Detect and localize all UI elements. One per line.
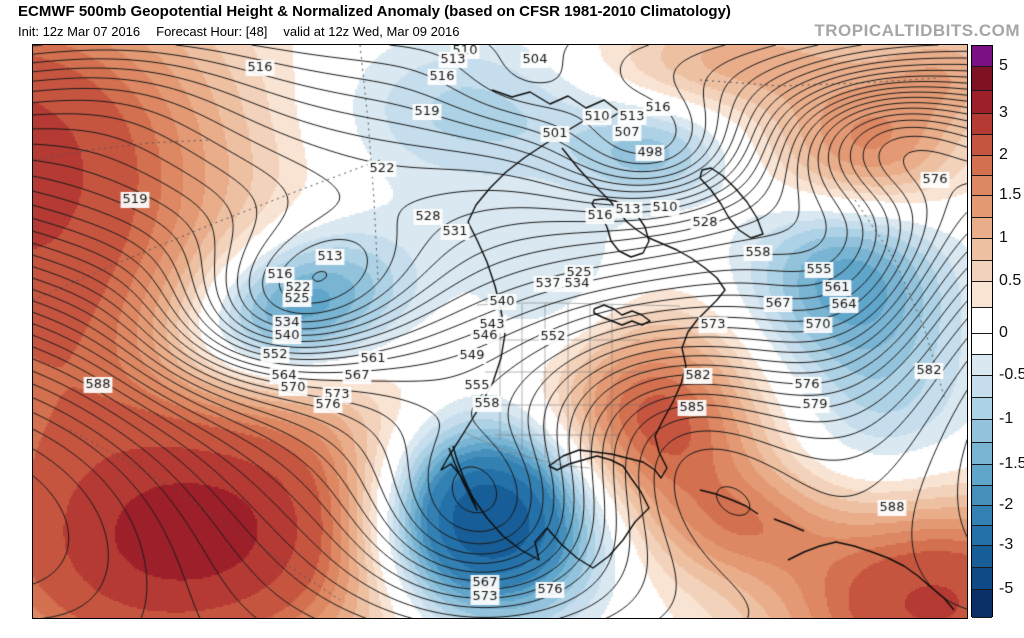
colorbar-segment <box>972 376 992 398</box>
colorbar-segment <box>972 355 992 376</box>
colorbar-tick: 5 <box>999 57 1008 74</box>
colorbar-segment <box>972 546 992 568</box>
colorbar-segment <box>972 442 992 465</box>
colorbar-segment <box>972 217 992 239</box>
colorbar-tick: 1.5 <box>999 186 1022 203</box>
init-info: Init: 12z Mar 07 2016 Forecast Hour: [48]… <box>18 24 476 39</box>
colorbar-tick: -3 <box>999 536 1014 553</box>
colorbar-segment <box>972 334 992 355</box>
colorbar-segment <box>972 526 992 546</box>
colorbar-segment <box>972 485 992 506</box>
colorbar-tick: -2 <box>999 496 1014 513</box>
colorbar-segment <box>972 114 992 135</box>
chart-title: ECMWF 500mb Geopotential Height & Normal… <box>18 3 731 20</box>
colorbar-segment <box>972 568 992 590</box>
colorbar-segment <box>972 90 992 114</box>
colorbar-tick: -1.5 <box>999 455 1024 472</box>
colorbar-segment <box>972 239 992 261</box>
watermark: TROPICALTIDBITS.COM <box>814 21 1020 40</box>
colorbar-segment <box>972 282 992 308</box>
colorbar-tick: -0.5 <box>999 366 1024 383</box>
colorbar-segment <box>972 196 992 218</box>
colorbar <box>971 45 993 618</box>
colorbar-tick: 0.5 <box>999 272 1022 289</box>
colorbar-segment <box>972 156 992 176</box>
valid-time: valid at 12z Wed, Mar 09 2016 <box>283 24 460 39</box>
colorbar-tick: 1 <box>999 229 1008 246</box>
colorbar-tick: 2 <box>999 146 1008 163</box>
colorbar-segment <box>972 308 992 334</box>
colorbar-tick: -1 <box>999 410 1014 427</box>
colorbar-segment <box>972 506 992 526</box>
colorbar-segment <box>972 590 992 618</box>
map-frame <box>31 43 968 619</box>
colorbar-segment <box>972 67 992 91</box>
init-time: Init: 12z Mar 07 2016 <box>18 24 141 39</box>
colorbar-segment <box>972 176 992 196</box>
colorbar-tick: 0 <box>999 324 1008 341</box>
colorbar-tick: 3 <box>999 104 1008 121</box>
colorbar-segment <box>972 46 992 67</box>
colorbar-segment <box>972 398 992 420</box>
colorbar-segment <box>972 420 992 443</box>
colorbar-tick: -5 <box>999 580 1014 597</box>
colorbar-segment <box>972 465 992 486</box>
forecast-hour: Forecast Hour: [48] <box>156 24 268 39</box>
colorbar-segment <box>972 135 992 156</box>
colorbar-segment <box>972 260 992 282</box>
weather-map-canvas <box>32 44 967 618</box>
